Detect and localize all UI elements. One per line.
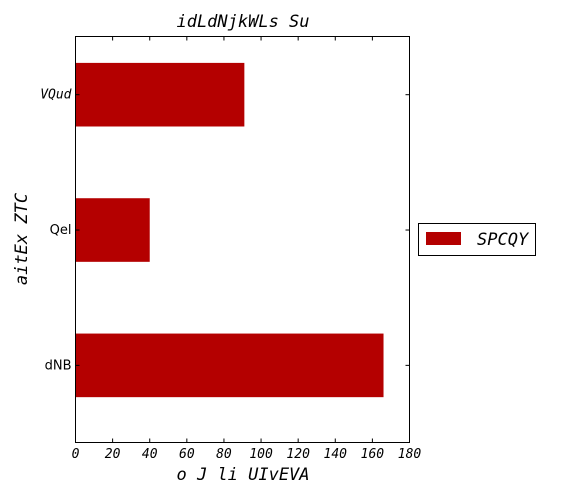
x-tick-label: 60 xyxy=(179,447,195,462)
y-tick-label: VQud xyxy=(40,88,71,103)
x-tick-label: 0 xyxy=(72,447,80,462)
x-tick-label: 80 xyxy=(216,447,232,462)
x-tick-label: 140 xyxy=(324,447,348,462)
bar-VQud xyxy=(75,62,245,127)
legend-label: SPCQY xyxy=(477,230,530,250)
y-axis-ticks: VQud Qel dNB xyxy=(40,88,410,373)
plot-frame xyxy=(75,36,410,443)
x-tick-label: 120 xyxy=(286,447,310,462)
x-tick-label: 100 xyxy=(249,447,273,462)
y-tick-label: dNB xyxy=(45,358,72,373)
y-tick-label: Qel xyxy=(50,223,72,238)
x-tick-label: 180 xyxy=(398,447,422,462)
legend-swatch xyxy=(426,232,461,245)
chart-title: idLdNjkWLs Su xyxy=(176,12,309,32)
y-axis-label: aitEx ZTC xyxy=(12,192,32,285)
x-tick-label: 40 xyxy=(142,447,158,462)
x-tick-label: 20 xyxy=(105,447,121,462)
bar-Qel xyxy=(75,198,150,262)
legend: SPCQY xyxy=(418,223,536,256)
x-tick-label: 160 xyxy=(361,447,385,462)
bars-group xyxy=(75,62,384,398)
bar-dNB xyxy=(75,333,384,398)
x-axis-ticks: 0 20 40 60 80 100 120 140 160 180 xyxy=(72,36,422,462)
x-axis-label: o J li UIvEVA xyxy=(176,465,309,485)
